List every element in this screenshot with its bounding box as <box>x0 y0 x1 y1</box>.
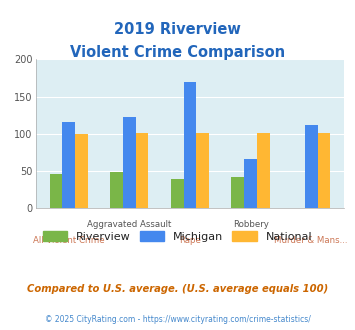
Bar <box>123 116 136 208</box>
Bar <box>244 159 257 208</box>
Text: All Violent Crime: All Violent Crime <box>33 236 104 245</box>
Legend: Riverview, Michigan, National: Riverview, Michigan, National <box>38 227 317 246</box>
Bar <box>184 82 196 208</box>
Text: Robbery: Robbery <box>233 220 268 229</box>
Bar <box>62 122 75 208</box>
Bar <box>110 172 123 208</box>
Text: © 2025 CityRating.com - https://www.cityrating.com/crime-statistics/: © 2025 CityRating.com - https://www.city… <box>45 315 310 324</box>
Bar <box>231 177 244 208</box>
Bar <box>171 179 184 208</box>
Bar <box>257 133 270 208</box>
Text: Rape: Rape <box>179 236 201 245</box>
Text: Aggravated Assault: Aggravated Assault <box>87 220 171 229</box>
Text: Violent Crime Comparison: Violent Crime Comparison <box>70 45 285 60</box>
Text: Murder & Mans...: Murder & Mans... <box>274 236 348 245</box>
Bar <box>196 133 209 208</box>
Bar <box>50 174 62 208</box>
Text: Compared to U.S. average. (U.S. average equals 100): Compared to U.S. average. (U.S. average … <box>27 284 328 294</box>
Text: 2019 Riverview: 2019 Riverview <box>114 22 241 37</box>
Bar <box>75 134 88 208</box>
Bar <box>305 125 318 208</box>
Bar <box>136 133 148 208</box>
Bar <box>318 133 330 208</box>
